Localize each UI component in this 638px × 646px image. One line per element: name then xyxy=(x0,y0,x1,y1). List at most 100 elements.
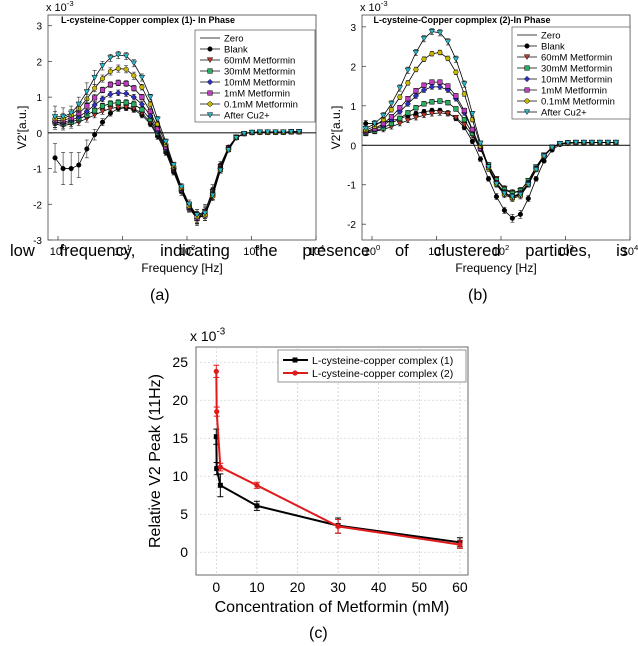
data-point-a xyxy=(257,129,263,135)
data-point-b xyxy=(477,143,483,149)
legend-marker-b xyxy=(524,87,530,93)
data-point-a xyxy=(147,112,154,119)
legend-entry-a: Zero xyxy=(224,34,244,45)
data-point-b xyxy=(405,96,411,102)
y-scale-label-b-exp: -3 xyxy=(381,0,388,8)
data-point-a xyxy=(280,129,287,136)
series-line-b xyxy=(365,52,616,199)
data-point-b xyxy=(380,125,386,131)
data-point-b xyxy=(420,36,428,42)
data-point-a xyxy=(201,211,209,219)
data-point-b xyxy=(573,140,579,146)
data-point-a xyxy=(225,147,232,154)
data-point-b xyxy=(493,194,499,200)
data-point-a xyxy=(240,131,248,137)
data-point-b xyxy=(565,140,571,146)
data-point-b xyxy=(589,139,595,146)
data-point-b xyxy=(509,194,516,200)
series-line-b xyxy=(365,110,616,219)
data-point-b xyxy=(588,139,596,146)
data-point-a xyxy=(122,53,130,60)
data-point-b xyxy=(380,119,386,125)
data-point-a xyxy=(241,131,247,137)
data-point-b xyxy=(363,121,369,127)
data-point-a xyxy=(241,131,247,137)
data-point-b xyxy=(429,99,435,105)
data-point-a xyxy=(264,129,271,136)
data-point-b xyxy=(397,115,403,121)
data-point-b xyxy=(501,190,508,197)
data-point-b xyxy=(509,190,516,196)
data-point-b xyxy=(388,118,394,124)
legend-marker-b xyxy=(524,65,530,71)
data-point-a xyxy=(52,116,58,122)
y-tick-label: 20 xyxy=(172,392,188,408)
data-point-a xyxy=(138,74,146,81)
data-point-a xyxy=(178,184,185,191)
data-point-b xyxy=(556,141,564,147)
data-point-a xyxy=(178,186,184,192)
data-point-b xyxy=(397,94,403,100)
data-point-b xyxy=(540,153,548,160)
data-point-a xyxy=(123,90,130,97)
data-point-b xyxy=(469,111,476,117)
series-line-a xyxy=(54,102,300,220)
data-point-b xyxy=(485,176,492,182)
body-text-line: low frequency, indicating the presence o… xyxy=(10,242,628,260)
data-point-a xyxy=(51,121,59,127)
data-point-a xyxy=(256,129,264,136)
data-point-a xyxy=(241,131,247,137)
chart-title-b: L-cysteine-Copper copmplex (2)-In Phase xyxy=(373,15,550,25)
data-point-b xyxy=(362,129,369,136)
data-point-b xyxy=(452,56,460,63)
data-point-a xyxy=(147,94,154,101)
data-point-b xyxy=(453,69,459,75)
data-point-b xyxy=(613,139,619,146)
data-point-b xyxy=(509,190,515,196)
data-point-b xyxy=(461,122,468,128)
data-point-b xyxy=(533,164,539,170)
data-point-a xyxy=(201,210,209,217)
data-point-a xyxy=(91,112,98,119)
data-point-b xyxy=(444,39,452,45)
data-point-b xyxy=(525,181,531,187)
data-point-a xyxy=(155,121,161,127)
data-point-b xyxy=(589,139,595,146)
data-point-a xyxy=(288,128,295,135)
data-point-b xyxy=(404,100,411,107)
y-axis-label-b: V2'[a.u.] xyxy=(329,106,343,150)
x-tick-label: 40 xyxy=(371,579,387,595)
data-point-a xyxy=(84,112,90,118)
data-point-b xyxy=(436,83,444,90)
data-point-a xyxy=(51,114,59,120)
data-point-a xyxy=(155,126,161,132)
data-point-c xyxy=(214,409,220,415)
data-point-a xyxy=(273,129,279,135)
legend-entry-b: 1mM Metformin xyxy=(541,86,607,97)
legend-box-a xyxy=(194,29,316,123)
data-point-a xyxy=(107,82,113,88)
data-point-a xyxy=(59,114,67,120)
data-point-b xyxy=(548,144,556,151)
data-point-b xyxy=(485,164,492,171)
x-axis-label-a: Frequency [Hz] xyxy=(141,261,222,275)
data-point-a xyxy=(217,167,224,174)
data-point-b xyxy=(428,83,436,90)
data-point-b xyxy=(477,145,483,151)
data-point-a xyxy=(280,129,286,135)
data-point-b xyxy=(612,139,620,146)
data-point-b xyxy=(380,113,387,119)
data-point-a xyxy=(202,212,208,218)
data-point-a xyxy=(217,166,223,172)
data-point-a xyxy=(75,119,82,126)
data-point-b xyxy=(556,141,564,147)
data-point-b xyxy=(429,79,435,85)
data-point-b xyxy=(596,139,604,146)
data-point-b xyxy=(580,139,588,146)
data-point-a xyxy=(147,108,153,114)
legend-marker-a xyxy=(206,57,214,64)
y-tick-label: 0 xyxy=(180,544,188,560)
data-point-b xyxy=(588,139,596,146)
data-point-b xyxy=(444,111,452,117)
